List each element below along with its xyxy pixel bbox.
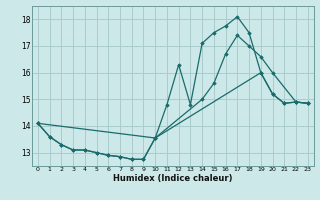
X-axis label: Humidex (Indice chaleur): Humidex (Indice chaleur) — [113, 174, 233, 183]
